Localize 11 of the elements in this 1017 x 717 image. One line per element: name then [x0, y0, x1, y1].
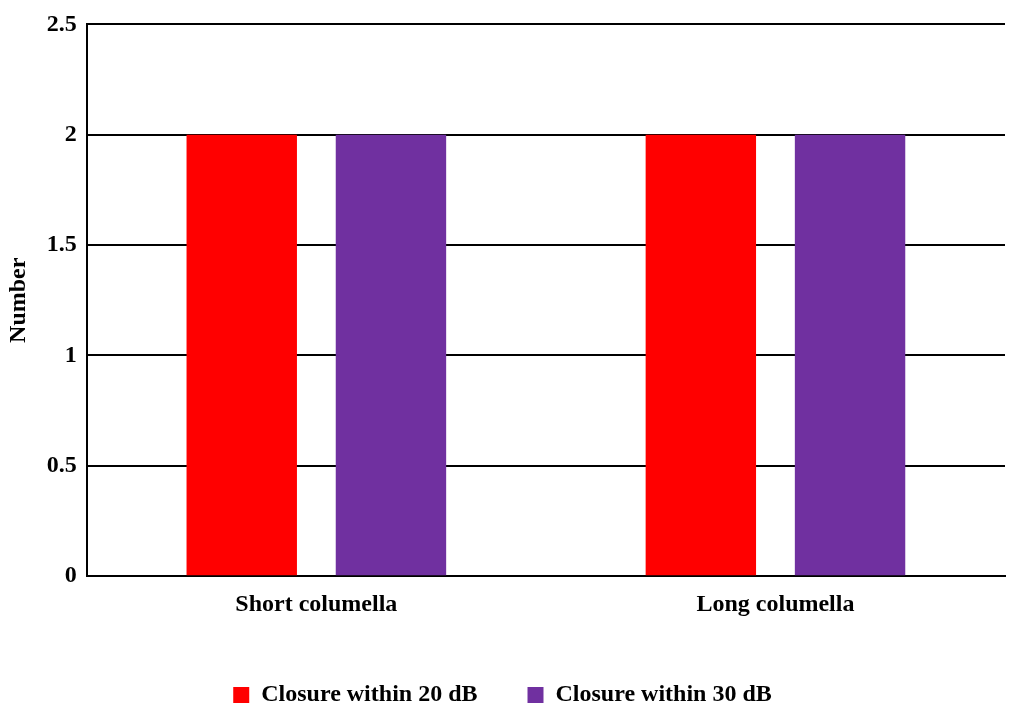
y-tick-label: 2 [64, 119, 77, 146]
y-tick-label: 2.5 [46, 9, 77, 36]
y-axis-title: Number [3, 257, 30, 343]
y-tick-label: 1 [64, 340, 77, 367]
y-tick-label: 1.5 [46, 230, 77, 257]
legend-label: Closure within 20 dB [261, 680, 478, 707]
y-tick-label: 0 [64, 561, 77, 588]
legend-label: Closure within 30 dB [555, 680, 772, 707]
x-tick-label: Short columella [235, 589, 398, 616]
y-tick-label: 0.5 [46, 451, 77, 478]
x-tick-label: Long columella [696, 589, 855, 616]
